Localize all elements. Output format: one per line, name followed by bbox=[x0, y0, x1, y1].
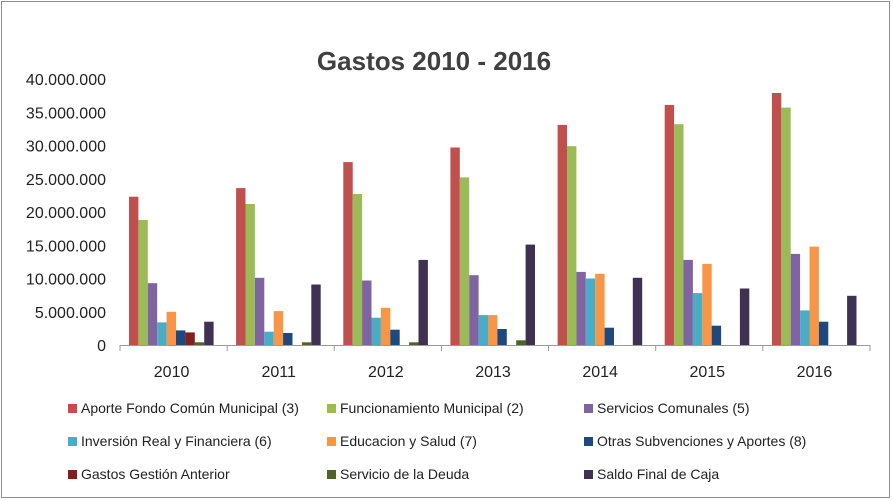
bar bbox=[516, 340, 526, 345]
legend-swatch bbox=[68, 437, 77, 446]
bar bbox=[683, 259, 693, 345]
y-tick-label: 15.000.000 bbox=[26, 238, 106, 255]
bars bbox=[129, 93, 857, 346]
bar bbox=[157, 322, 167, 345]
bar bbox=[166, 311, 176, 346]
bar bbox=[818, 321, 829, 345]
bar bbox=[809, 246, 819, 345]
bar bbox=[283, 333, 293, 345]
legend-swatch bbox=[584, 470, 593, 479]
y-tick-label: 20.000.000 bbox=[26, 205, 106, 222]
y-tick-label: 25.000.000 bbox=[26, 172, 106, 189]
bar bbox=[380, 307, 391, 345]
bar bbox=[176, 330, 186, 345]
legend-swatch bbox=[327, 470, 336, 479]
legend-label: Gastos Gestión Anterior bbox=[81, 466, 230, 482]
y-axis: 0 5.000.000 10.000.000 15.000.000 20.000.000… bbox=[26, 72, 106, 355]
legend-swatch bbox=[68, 404, 77, 413]
bar bbox=[450, 147, 460, 345]
x-tick-label: 2013 bbox=[475, 364, 511, 381]
bar bbox=[418, 259, 428, 345]
legend-swatch bbox=[584, 404, 593, 413]
bar bbox=[739, 288, 750, 345]
bar bbox=[362, 280, 372, 345]
bar bbox=[409, 342, 419, 345]
bar bbox=[352, 194, 363, 345]
legend-label: Saldo Final de Caja bbox=[597, 466, 719, 482]
bar bbox=[781, 107, 791, 345]
legend-swatch bbox=[68, 470, 77, 479]
bar bbox=[847, 295, 857, 345]
bar bbox=[664, 104, 675, 346]
legend-swatch bbox=[584, 437, 593, 446]
bar bbox=[343, 162, 353, 345]
legend-label: Funcionamiento Municipal (2) bbox=[340, 400, 524, 416]
bar bbox=[254, 277, 265, 345]
bar bbox=[245, 204, 255, 345]
bar bbox=[185, 332, 195, 345]
bar bbox=[632, 277, 643, 345]
bar bbox=[525, 244, 535, 345]
bar bbox=[595, 273, 605, 345]
bar bbox=[711, 325, 722, 345]
legend-label: Inversión Real y Financiera (6) bbox=[81, 433, 272, 449]
bar bbox=[800, 310, 810, 345]
legend-swatch bbox=[327, 437, 336, 446]
y-tick-label: 5.000.000 bbox=[35, 305, 106, 322]
bar bbox=[236, 188, 246, 345]
legend-swatch bbox=[327, 404, 336, 413]
legend-label: Otras Subvenciones y Aportes (8) bbox=[597, 433, 806, 449]
bar bbox=[147, 283, 158, 345]
bar bbox=[371, 317, 381, 345]
bar bbox=[576, 271, 586, 345]
bar bbox=[692, 293, 703, 345]
bar bbox=[469, 275, 479, 345]
y-tick-label: 10.000.000 bbox=[26, 272, 106, 289]
bar bbox=[567, 146, 577, 345]
bar bbox=[674, 124, 684, 345]
legend: Aporte Fondo Común Municipal (3) Funciona… bbox=[68, 400, 806, 482]
bar bbox=[771, 93, 782, 345]
bar bbox=[301, 342, 312, 345]
bar bbox=[488, 315, 498, 345]
bar bbox=[459, 177, 470, 345]
bar bbox=[273, 311, 284, 345]
legend-label: Aporte Fondo Común Municipal (3) bbox=[81, 400, 299, 416]
x-axis: 2010 2011 2012 2013 2014 2015 2016 bbox=[119, 345, 871, 381]
bar bbox=[702, 263, 712, 345]
bar bbox=[790, 253, 801, 345]
bar bbox=[557, 124, 567, 346]
y-tick-label: 40.000.000 bbox=[26, 72, 106, 89]
bar bbox=[129, 196, 139, 345]
x-tick-label: 2012 bbox=[368, 364, 404, 381]
bar bbox=[478, 315, 488, 345]
legend-label: Servicio de la Deuda bbox=[340, 466, 469, 482]
bar bbox=[204, 321, 214, 345]
bar bbox=[264, 331, 274, 345]
y-tick-label: 35.000.000 bbox=[26, 105, 106, 122]
x-tick-label: 2014 bbox=[582, 364, 618, 381]
bar bbox=[194, 342, 205, 345]
bar bbox=[390, 329, 400, 345]
legend-label: Educacion y Salud (7) bbox=[340, 433, 477, 449]
x-tick-label: 2015 bbox=[689, 364, 725, 381]
x-tick-label: 2010 bbox=[154, 364, 190, 381]
bar bbox=[497, 329, 507, 345]
bar bbox=[604, 327, 614, 345]
x-tick-label: 2016 bbox=[797, 364, 833, 381]
bar bbox=[311, 284, 321, 345]
y-tick-label: 0 bbox=[97, 338, 106, 355]
bar bbox=[585, 278, 596, 345]
bar bbox=[138, 220, 148, 345]
legend-label: Servicios Comunales (5) bbox=[597, 400, 750, 416]
y-tick-label: 30.000.000 bbox=[26, 139, 106, 156]
x-tick-label: 2011 bbox=[262, 364, 297, 381]
chart-title: Gastos 2010 - 2016 bbox=[317, 46, 551, 76]
